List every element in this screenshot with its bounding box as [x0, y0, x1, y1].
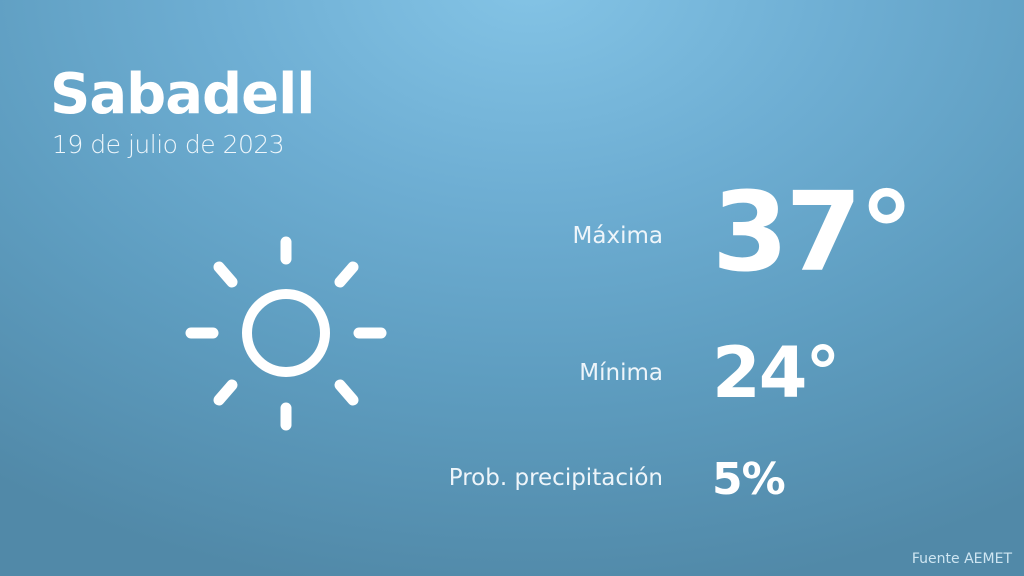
max-temp-value: 37°: [712, 168, 914, 296]
sun-icon: [185, 236, 387, 431]
forecast-date: 19 de julio de 2023: [52, 130, 285, 159]
max-temp-label: Máxima: [572, 223, 663, 249]
min-temp-value: 24°: [712, 332, 840, 414]
city-title: Sabadell: [50, 62, 315, 127]
min-temp-label: Mínima: [579, 360, 663, 386]
precip-value: 5%: [712, 454, 786, 505]
source-credit: Fuente AEMET: [911, 551, 1012, 567]
precip-label: Prob. precipitación: [448, 465, 663, 491]
